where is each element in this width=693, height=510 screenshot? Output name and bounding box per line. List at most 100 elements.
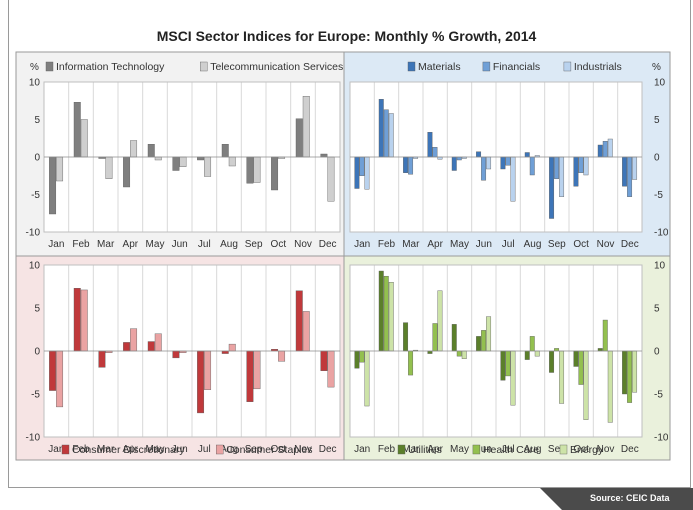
x-tick-label: Sep <box>245 239 263 250</box>
x-tick-label: Sep <box>548 239 566 250</box>
x-tick-label: Jul <box>198 239 211 250</box>
bar <box>549 156 555 219</box>
panel-top-left: 10 5 0 -5 -10 Jan Feb Mar Apr May Jun Jul Aug Sep Oct N… <box>15 51 345 257</box>
x-tick-label: Jan <box>48 444 64 455</box>
bar <box>627 156 633 197</box>
bar <box>583 350 589 421</box>
x-tick-label: Jun <box>172 444 188 455</box>
bar <box>602 141 608 158</box>
x-tick-label: Dec <box>319 239 337 250</box>
y-tick-label: 10 <box>29 78 41 89</box>
bar <box>147 144 155 158</box>
x-tick-label: Sep <box>548 444 566 455</box>
source-label: Source: CEIC Data <box>590 493 670 503</box>
bar <box>403 322 409 352</box>
bar <box>172 156 180 171</box>
bar <box>607 350 613 423</box>
x-tick-label: May <box>450 239 469 250</box>
legend: Consumer Discretionary Consumer Staples <box>61 444 313 456</box>
bar <box>529 336 535 352</box>
legend-swatch <box>45 61 54 72</box>
legend: Information Technology Telecommunication … <box>45 61 343 73</box>
x-tick-label: Feb <box>72 239 90 250</box>
bar <box>253 156 261 183</box>
bar <box>510 156 516 202</box>
bar <box>622 156 628 187</box>
x-tick-label: Mar <box>402 444 420 455</box>
bar <box>486 156 492 170</box>
bar <box>378 270 384 352</box>
bar <box>383 275 389 352</box>
legend-label: Information Technology <box>56 61 165 73</box>
x-tick-label: Mar <box>97 444 115 455</box>
legend-label: Energy <box>570 444 604 456</box>
x-tick-label: Aug <box>220 444 238 455</box>
bar <box>583 156 589 176</box>
bar <box>327 156 335 202</box>
bar <box>147 341 155 352</box>
bar <box>49 156 57 215</box>
x-tick-label: Feb <box>378 444 396 455</box>
unit-label: % <box>652 62 661 73</box>
bar <box>578 156 584 173</box>
x-tick-label: Nov <box>597 239 615 250</box>
bar <box>204 156 212 177</box>
bar <box>632 156 638 180</box>
bar <box>500 350 506 381</box>
bar <box>524 152 530 158</box>
legend-label: Consumer Staples <box>226 444 312 456</box>
bar <box>359 156 365 176</box>
y-tick-label: 5 <box>654 115 660 126</box>
chart-title: MSCI Sector Indices for Europe: Monthly … <box>156 28 537 44</box>
x-tick-label: Dec <box>621 444 639 455</box>
y-tick-label: 5 <box>654 304 660 315</box>
x-tick-label: Jan <box>354 239 370 250</box>
bar <box>105 156 113 179</box>
panel-bottom-right: 10 5 0 -5 -10 Jan Feb Mar Apr May Jun Jul Aug Sep Oct N… <box>343 255 671 461</box>
x-tick-label: Jun <box>172 239 188 250</box>
bar <box>388 113 394 158</box>
bar <box>354 156 360 189</box>
bar <box>597 144 603 158</box>
bar <box>364 350 370 407</box>
y-tick-label: -5 <box>31 190 40 201</box>
bar <box>486 316 492 352</box>
bar <box>73 288 81 352</box>
bar <box>295 290 303 352</box>
y-tick-label: -5 <box>31 390 40 401</box>
x-tick-label: Jan <box>354 444 370 455</box>
x-tick-label: May <box>146 239 165 250</box>
bar <box>378 99 384 158</box>
bar <box>354 350 360 369</box>
bar <box>123 156 131 188</box>
bar <box>80 119 88 158</box>
bar <box>559 350 565 404</box>
bar <box>302 96 310 158</box>
x-tick-label: Dec <box>319 444 337 455</box>
source-banner <box>562 488 693 510</box>
legend-label: Telecommunication Services <box>210 61 343 73</box>
x-tick-label: Jun <box>476 239 492 250</box>
y-tick-label: -5 <box>654 390 663 401</box>
x-tick-label: Dec <box>621 239 639 250</box>
bar <box>534 350 540 357</box>
bar <box>607 138 613 158</box>
bar <box>451 156 457 171</box>
bar <box>432 147 438 158</box>
source-banner-slant <box>540 488 562 510</box>
bar <box>437 290 443 352</box>
y-tick-label: -10 <box>26 433 41 444</box>
x-tick-label: Aug <box>524 444 542 455</box>
bar <box>481 156 487 181</box>
bar <box>302 311 310 352</box>
legend: Utilities Health Care Energy <box>397 444 604 456</box>
x-tick-label: Aug <box>524 239 542 250</box>
legend-swatch <box>215 444 224 455</box>
bar <box>573 156 579 187</box>
bar <box>172 350 180 359</box>
bar <box>451 324 457 352</box>
y-tick-label: 0 <box>34 347 40 358</box>
bar <box>228 343 236 352</box>
bar <box>295 118 303 158</box>
legend-label: Materials <box>418 61 461 73</box>
